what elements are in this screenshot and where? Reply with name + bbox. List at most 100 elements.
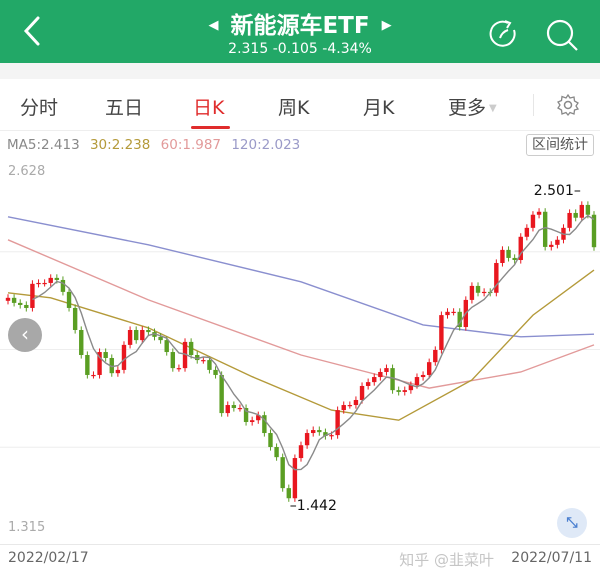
candle-down <box>396 390 401 392</box>
candle-up <box>439 315 444 350</box>
candle-down <box>170 352 176 369</box>
divider <box>0 63 600 79</box>
candle-down <box>164 340 169 353</box>
candle-up <box>372 377 377 383</box>
candle-down <box>79 329 84 356</box>
candle-up <box>518 236 523 261</box>
ma30-line <box>7 269 595 421</box>
candle-down <box>103 352 108 358</box>
y-axis-top-label: 2.628 <box>8 164 46 179</box>
candle-down <box>585 204 591 215</box>
candle-down <box>207 360 212 370</box>
candle-down <box>512 257 517 261</box>
candle-up <box>365 382 371 386</box>
candle-down <box>109 357 114 374</box>
gear-icon[interactable] <box>556 93 580 117</box>
prev-stock-icon[interactable]: ◀ <box>208 18 219 33</box>
candle-up <box>304 433 310 446</box>
candle-up <box>115 369 121 374</box>
candle-down <box>158 336 163 341</box>
tab-intraday[interactable]: 分时 <box>20 97 59 119</box>
candle-up <box>311 430 316 434</box>
candle-down <box>18 302 23 305</box>
candle-down <box>146 329 151 333</box>
ma120-line <box>7 216 595 338</box>
watermark: 知乎 @韭菜叶 <box>399 551 494 569</box>
back-arrow-icon[interactable] <box>16 14 50 48</box>
candle-up <box>536 211 542 215</box>
candle-up <box>30 283 35 308</box>
candle-up <box>549 244 554 247</box>
candle-up <box>36 282 41 285</box>
ma30-value: 30:2.238 <box>89 137 151 153</box>
tab-five-day[interactable]: 五日 <box>105 97 144 119</box>
candle-up <box>335 410 340 436</box>
candle-down <box>85 355 90 375</box>
candle-down <box>457 311 462 328</box>
refresh-icon[interactable] <box>488 18 520 50</box>
tab-weekly-k[interactable]: 周K <box>278 97 310 119</box>
candle-down <box>11 297 17 303</box>
candle-up <box>524 227 530 237</box>
ma5-value: MA5:2.413 <box>7 137 80 153</box>
candle-up <box>469 285 475 300</box>
date-axis: 2022/02/17 知乎 @韭菜叶 2022/07/11 <box>0 544 600 572</box>
candle-up <box>121 344 127 370</box>
candle-up <box>567 212 572 228</box>
candle-up <box>48 277 53 283</box>
candle-up <box>494 262 499 293</box>
high-price-label: 2.501– <box>533 182 581 199</box>
range-stats-button[interactable]: 区间统计 <box>526 134 594 156</box>
header: ◀ 新能源车ETF ▶ 2.315 -0.105 -4.34% <box>0 0 600 63</box>
candle-up <box>359 385 365 400</box>
period-tabs: 分时 五日 日K 周K 月K 更多 ▼ <box>0 79 600 131</box>
candle-up <box>225 405 230 414</box>
y-axis-bottom-label: 1.315 <box>8 520 46 535</box>
candle-down <box>274 447 279 458</box>
tab-monthly-k[interactable]: 月K <box>363 97 395 119</box>
candle-up <box>91 374 96 377</box>
candle-up <box>42 282 47 285</box>
candle-down <box>280 457 285 489</box>
next-stock-icon[interactable]: ▶ <box>381 18 392 33</box>
kline-chart[interactable] <box>0 158 600 545</box>
tab-more[interactable]: 更多 ▼ <box>448 93 497 120</box>
candle-down <box>268 433 273 448</box>
candle-down <box>60 279 66 292</box>
candle-down <box>188 341 194 356</box>
chevron-down-icon: ▼ <box>489 103 497 114</box>
search-icon[interactable] <box>545 18 579 52</box>
candle-up <box>256 415 261 421</box>
candle-up <box>329 435 334 437</box>
candle-up <box>201 360 206 362</box>
candle-down <box>54 277 60 280</box>
fullscreen-icon[interactable]: ⤡ <box>557 508 587 538</box>
active-tab-indicator <box>191 126 230 129</box>
candle-up <box>530 214 536 228</box>
candle-up <box>555 239 560 245</box>
candle-up <box>298 445 304 459</box>
candle-down <box>72 307 78 330</box>
candle-up <box>127 329 133 345</box>
candle-up <box>420 374 426 378</box>
stock-name: 新能源车ETF <box>230 13 370 39</box>
candle-down <box>262 415 267 434</box>
candle-up <box>341 405 346 411</box>
candle-up <box>500 249 505 263</box>
candle-up <box>176 368 182 370</box>
candle-up <box>445 311 450 316</box>
scroll-left-button[interactable]: ‹ <box>8 318 42 352</box>
tab-daily-k[interactable]: 日K <box>193 97 225 119</box>
candle-up <box>378 371 383 378</box>
candle-up <box>384 368 389 372</box>
candle-up <box>347 405 353 407</box>
price-quote: 2.315 -0.105 -4.34% <box>228 41 372 57</box>
candle-down <box>195 355 200 361</box>
candle-down <box>317 430 322 433</box>
candle-up <box>182 341 188 369</box>
candle-down <box>243 408 249 423</box>
candle-up <box>408 385 414 391</box>
candle-down <box>390 368 395 391</box>
ma5-line <box>32 214 595 471</box>
candle-up <box>433 349 438 363</box>
